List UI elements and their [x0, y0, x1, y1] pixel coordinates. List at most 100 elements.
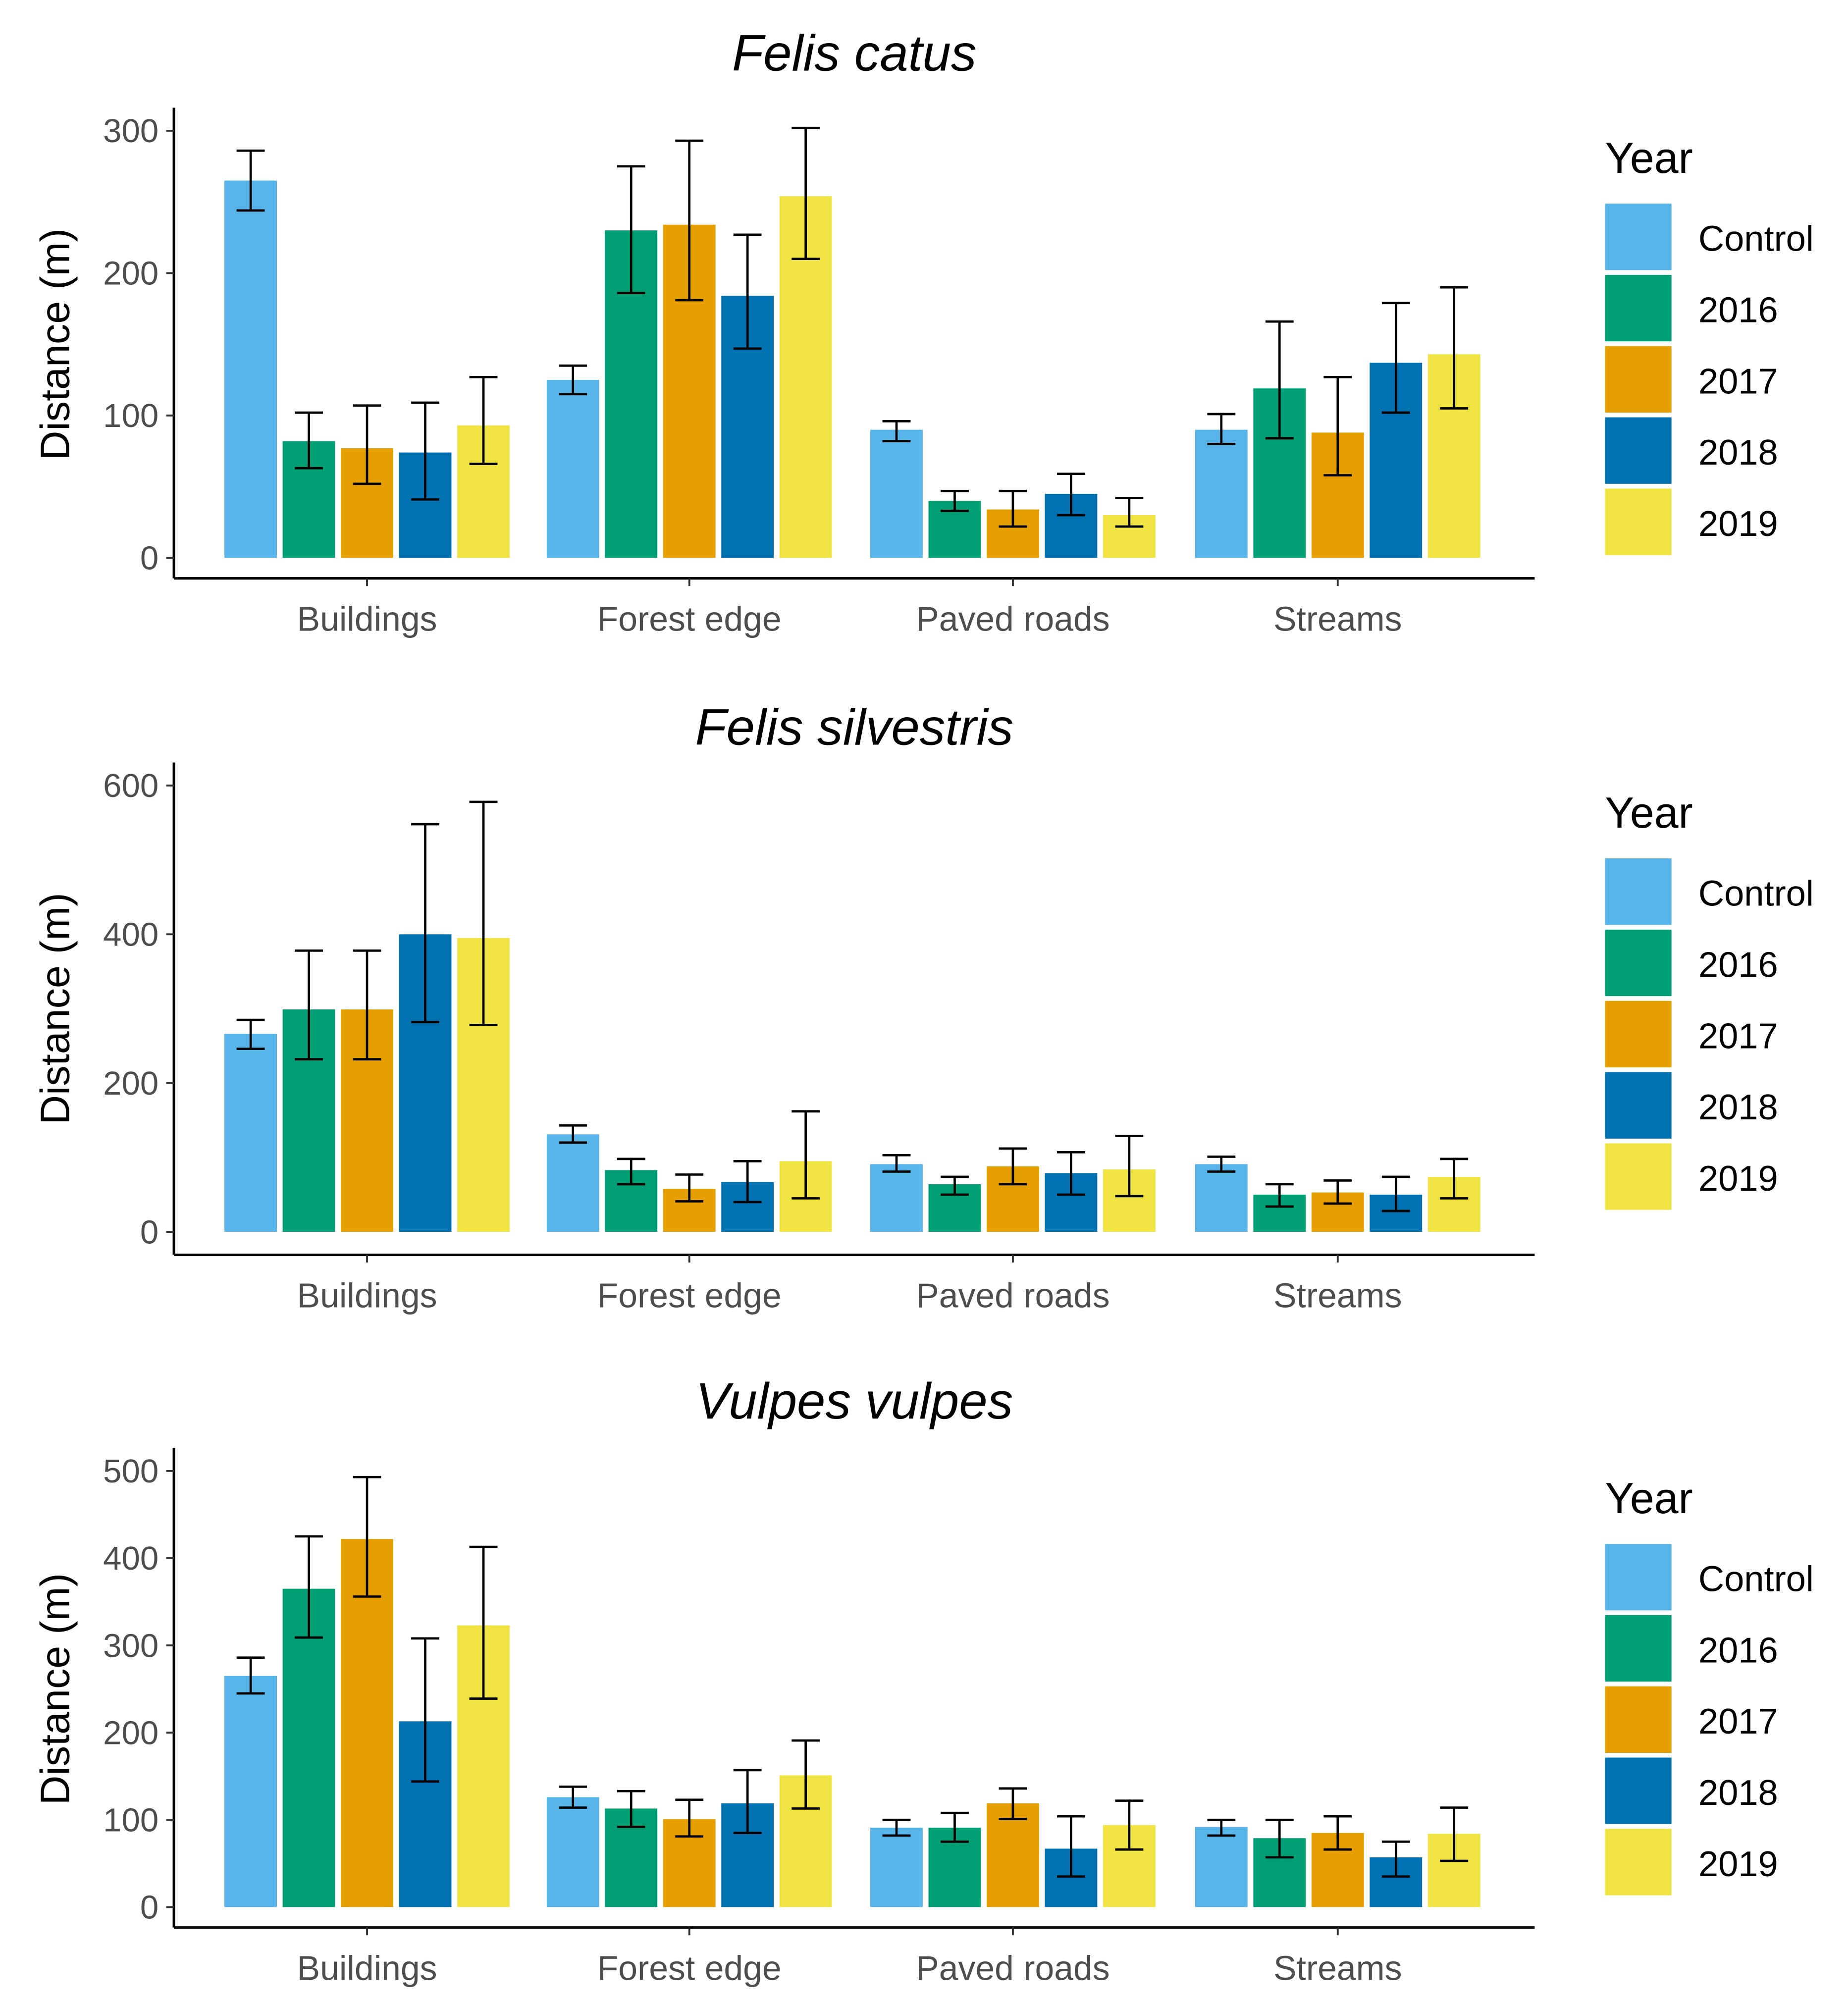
legend-key-2019	[1605, 1829, 1672, 1896]
legend-label: 2019	[1698, 1159, 1778, 1199]
x-tick-label: Paved roads	[916, 1949, 1109, 1988]
panel-vulpes-vulpes: Vulpes vulpes Distance (m) 0 100 200 300 400 50…	[32, 1372, 1813, 1988]
error-bar	[469, 800, 498, 1026]
legend-key-2016	[1605, 274, 1672, 342]
bar-control-paved-roads	[870, 1164, 923, 1232]
error-bar	[236, 149, 265, 212]
error-bar	[1265, 1183, 1294, 1208]
y-tick-label: 300	[103, 1627, 158, 1664]
legend-key-control	[1605, 204, 1672, 270]
bar-2016-buildings	[282, 1588, 335, 1907]
legend-key-2018	[1605, 417, 1672, 484]
error-bar	[617, 165, 645, 294]
error-bar	[675, 1173, 704, 1203]
error-bar	[353, 404, 381, 485]
error-bar	[1207, 1818, 1236, 1837]
legend-label: Control	[1698, 1560, 1814, 1599]
error-bar	[1265, 320, 1294, 440]
error-bar	[559, 1124, 587, 1144]
legend-label: 2018	[1698, 1773, 1778, 1813]
y-tick-label: 0	[140, 1213, 158, 1251]
legend-label: 2018	[1698, 1088, 1778, 1127]
error-bar	[353, 1475, 381, 1598]
legend-title: Year	[1605, 134, 1692, 182]
error-bar	[941, 1175, 969, 1196]
error-bar	[1440, 1806, 1469, 1862]
error-bar	[999, 1147, 1027, 1186]
y-axis-label: Distance (m)	[32, 228, 78, 460]
y-tick-label: 300	[103, 112, 158, 150]
error-bar	[941, 1811, 969, 1843]
x-tick-label: Forest edge	[597, 1949, 782, 1988]
error-bar	[733, 233, 762, 350]
legend-label: Control	[1698, 219, 1814, 259]
y-tick-label: 100	[103, 397, 158, 434]
y-tick-label: 200	[103, 1065, 158, 1102]
error-bar	[1057, 1151, 1085, 1196]
error-bar	[999, 489, 1027, 528]
x-tick-label: Paved roads	[916, 600, 1109, 638]
x-tick-label: Streams	[1273, 1949, 1402, 1988]
bar-control-paved-roads	[870, 1828, 923, 1907]
legend-label: 2018	[1698, 433, 1778, 473]
x-tick-label: Buildings	[297, 600, 437, 638]
error-bar	[617, 1158, 645, 1186]
legend-key-2018	[1605, 1757, 1672, 1824]
y-tick-label: 600	[103, 767, 158, 804]
error-bar	[882, 1154, 911, 1173]
bar-2017-paved-roads	[987, 1803, 1039, 1907]
error-bar	[1057, 1815, 1085, 1878]
x-tick-label: Buildings	[297, 1949, 437, 1988]
legend-label: 2017	[1698, 1016, 1778, 1056]
error-bar	[411, 823, 439, 1023]
y-tick-label: 0	[140, 540, 158, 577]
error-bar	[617, 1790, 645, 1828]
legend-label: 2017	[1698, 1702, 1778, 1741]
error-bar	[353, 949, 381, 1060]
error-bar	[236, 1018, 265, 1050]
y-tick-label: 400	[103, 1540, 158, 1577]
error-bar	[882, 1818, 911, 1837]
y-tick-label: 200	[103, 255, 158, 292]
error-bar	[469, 375, 498, 465]
error-bar	[1381, 1175, 1410, 1212]
y-tick-label: 500	[103, 1453, 158, 1490]
legend-label: Control	[1698, 874, 1814, 914]
legend-key-2016	[1605, 1615, 1672, 1682]
legend-title: Year	[1605, 789, 1692, 837]
legend-label: 2016	[1698, 1631, 1778, 1670]
legend-title: Year	[1605, 1474, 1692, 1523]
chart-title: Vulpes vulpes	[695, 1372, 1013, 1429]
error-bar	[559, 1786, 587, 1809]
x-tick-label: Buildings	[297, 1276, 437, 1315]
error-bar	[1440, 1158, 1469, 1200]
error-bar	[559, 364, 587, 396]
error-bar	[1440, 286, 1469, 410]
bar-2017-buildings	[341, 1539, 393, 1907]
error-bar	[792, 126, 820, 260]
y-tick-label: 0	[140, 1889, 158, 1926]
legend-label: 2016	[1698, 290, 1778, 330]
error-bar	[882, 420, 911, 442]
error-bar	[1323, 1815, 1352, 1851]
legend-key-2019	[1605, 488, 1672, 555]
error-bar	[792, 1739, 820, 1810]
legend-key-2017	[1605, 346, 1672, 413]
legend-label: 2019	[1698, 1844, 1778, 1884]
legend-label: 2017	[1698, 362, 1778, 401]
error-bar	[1381, 302, 1410, 414]
chart-title: Felis catus	[732, 25, 977, 82]
error-bar	[733, 1160, 762, 1204]
error-bar	[469, 1545, 498, 1700]
error-bar	[295, 1535, 323, 1639]
bar-control-forest-edge	[546, 380, 599, 558]
panel-felis-catus: Felis catus Distance (m) 0 100 200 300 Buildin…	[32, 25, 1813, 638]
bar-control-forest-edge	[546, 1134, 599, 1232]
error-bar	[675, 139, 704, 302]
legend-label: 2016	[1698, 945, 1778, 985]
error-bar	[941, 489, 969, 512]
y-axis-label: Distance (m)	[32, 1573, 78, 1805]
